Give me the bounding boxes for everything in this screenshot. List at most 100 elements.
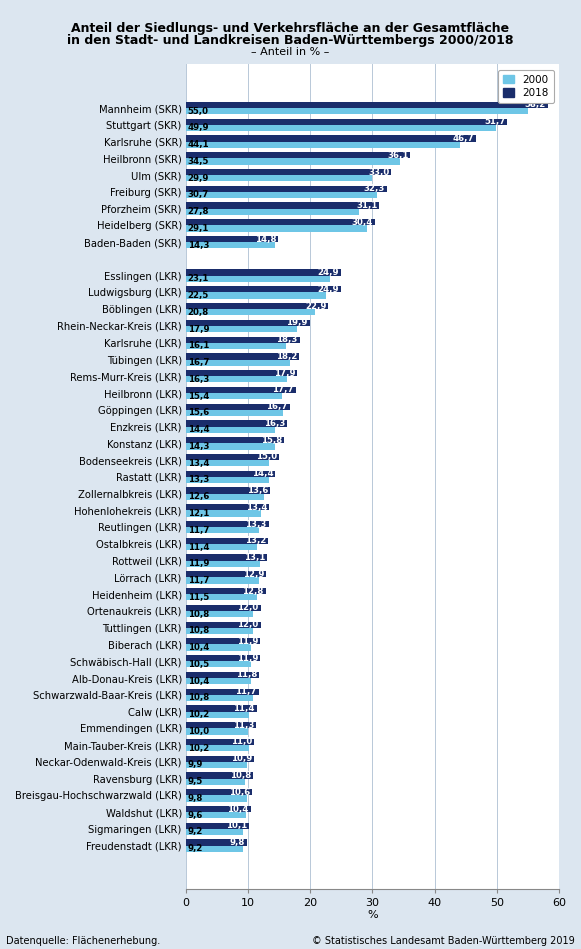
Bar xyxy=(186,370,297,376)
Bar xyxy=(186,202,379,209)
Text: 11,7: 11,7 xyxy=(188,526,209,534)
Bar xyxy=(186,605,260,611)
Text: 44,1: 44,1 xyxy=(188,140,209,149)
Bar xyxy=(186,410,283,416)
Bar xyxy=(186,577,259,584)
Bar xyxy=(186,443,275,450)
Bar xyxy=(186,276,329,282)
Text: 58,2: 58,2 xyxy=(525,101,546,109)
Bar xyxy=(186,309,315,315)
Text: 10,9: 10,9 xyxy=(231,754,252,763)
Text: 24,9: 24,9 xyxy=(317,285,339,294)
Bar xyxy=(186,119,507,125)
Text: 32,3: 32,3 xyxy=(364,184,385,194)
Bar xyxy=(186,141,460,148)
Text: 11,9: 11,9 xyxy=(188,559,209,568)
Bar xyxy=(186,108,528,114)
Text: 36,1: 36,1 xyxy=(387,151,408,159)
Text: 20,8: 20,8 xyxy=(188,307,209,317)
Text: 16,3: 16,3 xyxy=(264,419,285,428)
Bar xyxy=(186,672,259,678)
Text: 11,0: 11,0 xyxy=(231,737,253,747)
Bar xyxy=(186,387,296,393)
Bar xyxy=(186,292,326,299)
Bar xyxy=(186,303,328,309)
Bar xyxy=(186,722,256,728)
Text: 16,1: 16,1 xyxy=(188,342,209,350)
Bar xyxy=(186,511,261,516)
Bar xyxy=(186,772,253,778)
Text: 9,9: 9,9 xyxy=(188,760,203,770)
Bar xyxy=(186,393,282,400)
Bar xyxy=(186,337,300,343)
Text: 10,8: 10,8 xyxy=(188,694,209,702)
Text: 10,4: 10,4 xyxy=(227,805,249,813)
Bar xyxy=(186,678,250,684)
Text: 9,5: 9,5 xyxy=(188,777,203,786)
Text: 17,7: 17,7 xyxy=(272,385,294,395)
Bar xyxy=(186,846,243,852)
Bar xyxy=(186,102,548,108)
Text: 11,3: 11,3 xyxy=(233,720,254,730)
Text: 24,9: 24,9 xyxy=(317,268,339,277)
Text: 15,6: 15,6 xyxy=(188,408,209,418)
Bar xyxy=(186,270,340,276)
Text: 12,0: 12,0 xyxy=(238,620,259,629)
Text: 15,4: 15,4 xyxy=(188,392,209,400)
Bar xyxy=(186,544,257,550)
Text: 10,6: 10,6 xyxy=(229,788,250,797)
Bar xyxy=(186,739,254,745)
Bar xyxy=(186,712,249,717)
Bar xyxy=(186,219,375,226)
Text: 9,8: 9,8 xyxy=(229,838,245,847)
Bar xyxy=(186,471,275,476)
Bar xyxy=(186,353,299,360)
Text: – Anteil in % –: – Anteil in % – xyxy=(252,47,329,58)
Text: 9,8: 9,8 xyxy=(188,794,203,803)
Text: 13,3: 13,3 xyxy=(245,519,267,529)
Text: 46,7: 46,7 xyxy=(453,134,475,143)
Bar xyxy=(186,454,279,460)
Bar xyxy=(186,745,249,752)
Text: 10,4: 10,4 xyxy=(188,677,209,685)
Text: 29,9: 29,9 xyxy=(188,174,209,183)
Text: 33,0: 33,0 xyxy=(368,168,389,177)
Text: 13,4: 13,4 xyxy=(188,458,209,468)
Text: 16,7: 16,7 xyxy=(188,358,209,367)
Text: Anteil der Siedlungs- und Verkehrsfläche an der Gesamtfläche: Anteil der Siedlungs- und Verkehrsfläche… xyxy=(71,22,510,35)
Bar xyxy=(186,571,266,577)
Bar xyxy=(186,622,260,627)
Text: 51,7: 51,7 xyxy=(484,118,505,126)
Text: 15,8: 15,8 xyxy=(261,436,282,445)
Text: 12,8: 12,8 xyxy=(242,586,264,596)
Bar xyxy=(186,504,269,511)
Text: 14,8: 14,8 xyxy=(254,234,276,244)
Text: 10,1: 10,1 xyxy=(225,821,247,830)
Text: 13,1: 13,1 xyxy=(244,553,266,562)
Bar xyxy=(186,521,268,527)
Bar xyxy=(186,790,252,795)
Text: 11,4: 11,4 xyxy=(188,543,209,551)
Text: 14,3: 14,3 xyxy=(188,442,209,451)
Text: Datenquelle: Flächenerhebung.: Datenquelle: Flächenerhebung. xyxy=(6,936,160,946)
X-axis label: %: % xyxy=(367,910,378,920)
Bar xyxy=(186,460,269,466)
Bar xyxy=(186,152,410,158)
Bar xyxy=(186,360,290,365)
Text: 10,2: 10,2 xyxy=(188,710,209,719)
Text: 34,5: 34,5 xyxy=(188,157,209,166)
Text: 10,8: 10,8 xyxy=(188,626,209,635)
Text: 18,3: 18,3 xyxy=(277,335,298,344)
Text: 12,9: 12,9 xyxy=(243,569,264,579)
Text: 13,2: 13,2 xyxy=(245,536,266,546)
Text: 10,0: 10,0 xyxy=(188,727,209,735)
Text: 27,8: 27,8 xyxy=(188,207,209,216)
Bar xyxy=(186,242,275,249)
Text: 11,5: 11,5 xyxy=(188,593,209,602)
Text: 11,4: 11,4 xyxy=(234,704,255,713)
Text: 29,1: 29,1 xyxy=(188,224,209,233)
Bar xyxy=(186,420,287,426)
Text: 12,6: 12,6 xyxy=(188,493,209,501)
Bar xyxy=(186,561,260,567)
Text: 14,3: 14,3 xyxy=(188,241,209,250)
